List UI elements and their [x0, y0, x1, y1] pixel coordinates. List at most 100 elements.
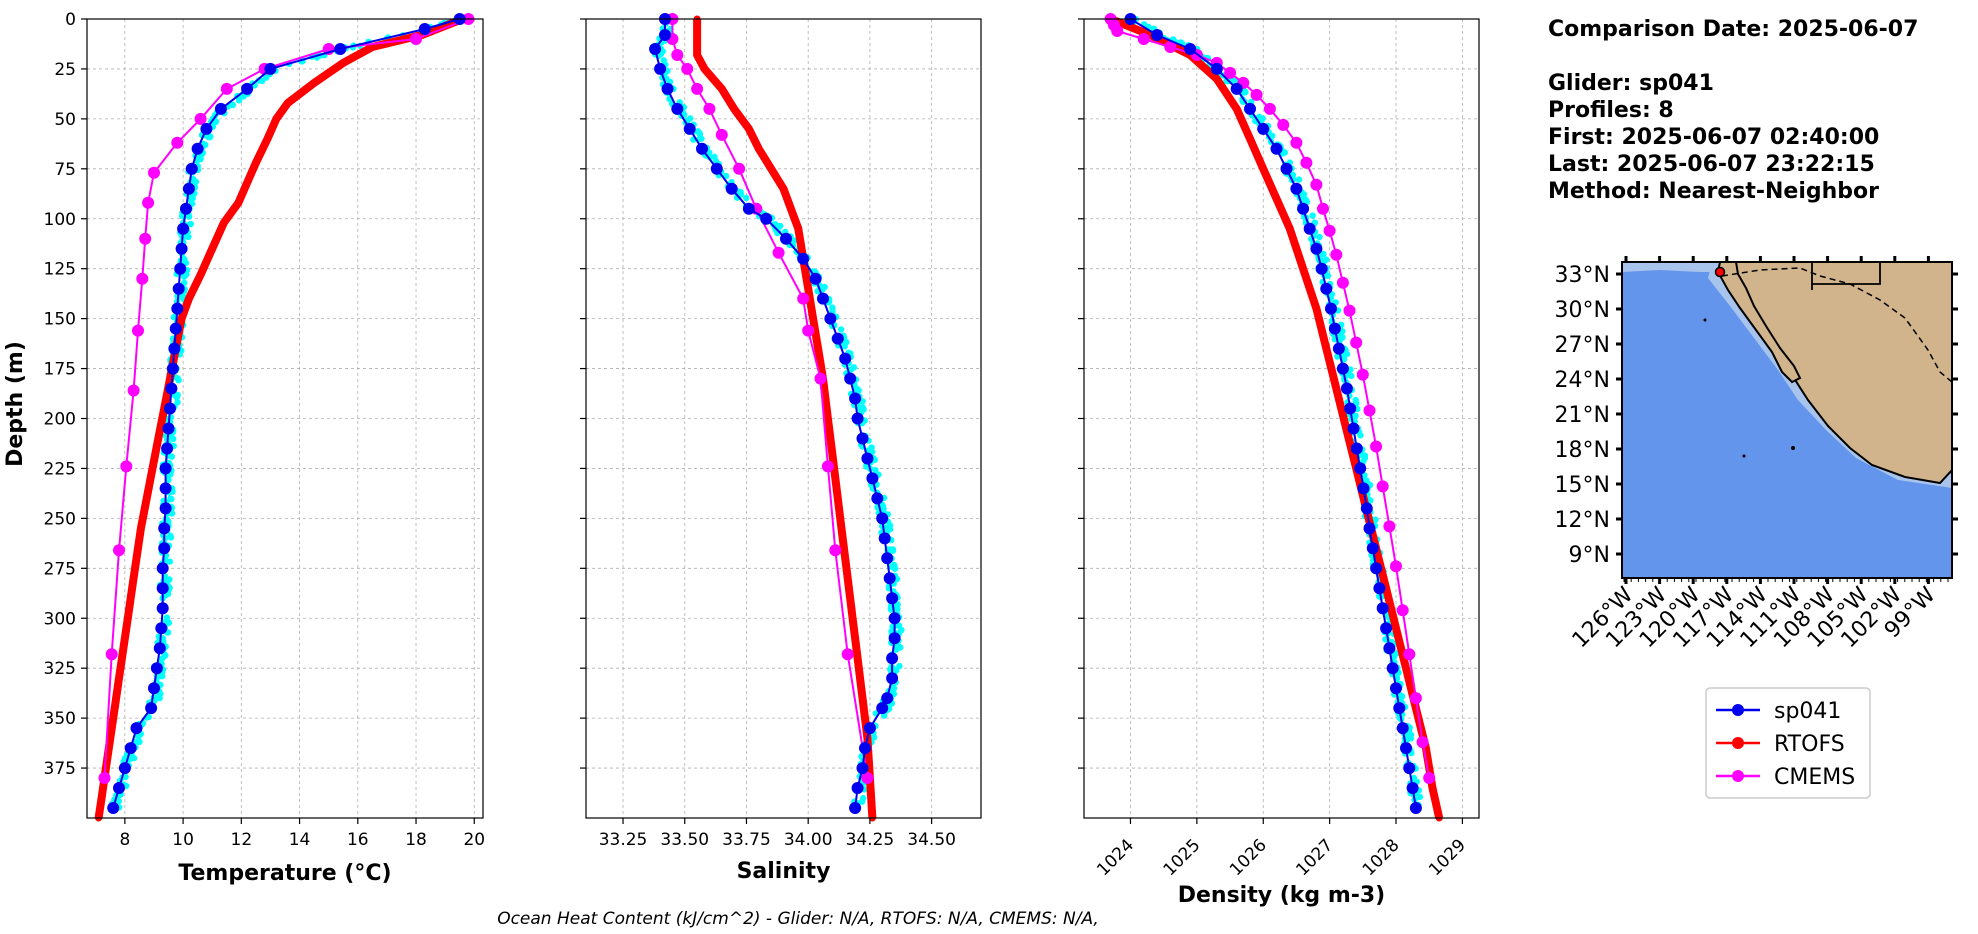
- series-point-sp041: [851, 782, 864, 794]
- series-point-sp041: [888, 632, 901, 645]
- series-point-rtofs: [1273, 195, 1280, 203]
- series-point-rtofs: [854, 654, 862, 662]
- series-point-sp041: [710, 162, 723, 175]
- glider-raw-point: [166, 558, 173, 565]
- series-line-rtofs: [693, 19, 877, 819]
- glider-raw-point: [863, 463, 870, 470]
- glider-raw-point: [212, 118, 219, 126]
- glider-raw-point: [174, 399, 181, 406]
- series-point-cmems: [1224, 66, 1237, 79]
- series-point-sp041: [145, 702, 158, 715]
- glider-raw-point: [879, 503, 887, 510]
- series-point-sp041: [1403, 762, 1416, 775]
- series-line-rtofs: [1109, 15, 1444, 819]
- series-point-sp041: [1303, 222, 1316, 235]
- series-point-sp041: [856, 762, 869, 775]
- info-comparison-date: Comparison Date: 2025-06-07: [1548, 17, 1918, 42]
- series-point-cmems: [691, 82, 704, 95]
- series-point-rtofs: [119, 644, 127, 652]
- map-lat-label: 9°N: [1569, 543, 1610, 568]
- info-box: Comparison Date: 2025-06-07 Glider: sp04…: [1548, 17, 1918, 204]
- glider-raw-point: [696, 130, 703, 137]
- series-point-sp041: [876, 512, 889, 525]
- series-point-rtofs: [834, 494, 842, 502]
- series-point-sp041: [1257, 122, 1270, 135]
- glider-raw-point: [743, 194, 750, 202]
- series-point-sp041: [264, 62, 277, 75]
- map-lat-label: 12°N: [1555, 508, 1610, 533]
- series-point-rtofs: [133, 554, 140, 562]
- map-lat-label: 15°N: [1555, 473, 1610, 498]
- series-point-rtofs: [310, 79, 318, 87]
- series-point-cmems: [120, 460, 133, 473]
- series-point-sp041: [171, 302, 184, 315]
- series-point-rtofs: [98, 794, 106, 802]
- series-point-sp041: [831, 332, 844, 345]
- series-point-sp041: [153, 642, 166, 655]
- series-point-sp041: [742, 202, 755, 215]
- series-point-cmems: [1416, 736, 1429, 749]
- series-point-sp041: [166, 362, 179, 375]
- y-tick-label: 375: [44, 759, 76, 779]
- series-point-rtofs: [809, 315, 817, 323]
- series-point-rtofs: [693, 35, 701, 43]
- series-point-sp041: [165, 382, 178, 395]
- legend-label-sp041: sp041: [1774, 699, 1841, 724]
- legend-label-rtofs: RTOFS: [1774, 732, 1845, 757]
- series-point-sp041: [851, 412, 864, 425]
- glider-raw-point: [1352, 396, 1359, 404]
- x-tick-label: 12: [231, 830, 253, 850]
- series-point-rtofs: [1402, 664, 1410, 672]
- info-profiles: Profiles: 8: [1548, 98, 1674, 123]
- series-point-sp041: [156, 602, 169, 615]
- series-point-sp041: [1370, 562, 1383, 575]
- glider-raw-point: [229, 101, 236, 109]
- series-point-sp041: [1344, 402, 1357, 415]
- series-point-cmems: [671, 49, 684, 61]
- glider-raw-point: [175, 377, 182, 384]
- series-point-cmems: [1390, 560, 1402, 573]
- series-point-sp041: [155, 622, 168, 635]
- series-point-sp041: [849, 392, 862, 405]
- series-point-sp041: [107, 802, 120, 814]
- series-point-sp041: [241, 82, 254, 95]
- glider-raw-point: [660, 57, 667, 64]
- series-point-rtofs: [208, 245, 216, 253]
- x-tick-label: 14: [289, 830, 311, 850]
- series-point-sp041: [1184, 43, 1197, 55]
- series-point-rtofs: [143, 494, 151, 502]
- x-axis-label: Salinity: [737, 859, 831, 884]
- y-tick-label: 75: [54, 160, 76, 180]
- series-point-rtofs: [137, 524, 145, 532]
- y-tick-label: 125: [44, 260, 76, 280]
- series-point-sp041: [839, 352, 852, 365]
- series-point-rtofs: [745, 125, 753, 133]
- series-point-sp041: [1320, 282, 1333, 295]
- series-point-sp041: [856, 432, 869, 445]
- glider-raw-point: [115, 798, 123, 805]
- glider-raw-point: [1323, 256, 1330, 263]
- series-point-sp041: [871, 492, 884, 505]
- series-point-rtofs: [264, 135, 271, 143]
- legend: sp041 RTOFS CMEMS: [1705, 687, 1871, 799]
- series-point-rtofs: [849, 614, 857, 622]
- glider-raw-point: [165, 619, 173, 626]
- series-point-cmems: [1250, 88, 1263, 101]
- series-point-rtofs: [701, 65, 708, 73]
- series-point-rtofs: [252, 159, 260, 167]
- series-point-sp041: [1151, 29, 1163, 41]
- y-tick-label: 100: [44, 210, 76, 230]
- map-lat-label: 33°N: [1555, 263, 1610, 288]
- series-point-cmems: [772, 246, 785, 259]
- map-island: [1791, 446, 1795, 450]
- info-last: Last: 2025-06-07 23:22:15: [1548, 152, 1875, 177]
- series-point-sp041: [169, 322, 182, 335]
- series-point-cmems: [1137, 33, 1150, 45]
- series-point-sp041: [1230, 82, 1243, 95]
- x-tick-label: 10: [172, 830, 194, 850]
- series-point-sp041: [1406, 782, 1419, 794]
- series-point-sp041: [809, 272, 822, 285]
- map-frame: [1621, 261, 1953, 579]
- glider-raw-point: [896, 662, 903, 670]
